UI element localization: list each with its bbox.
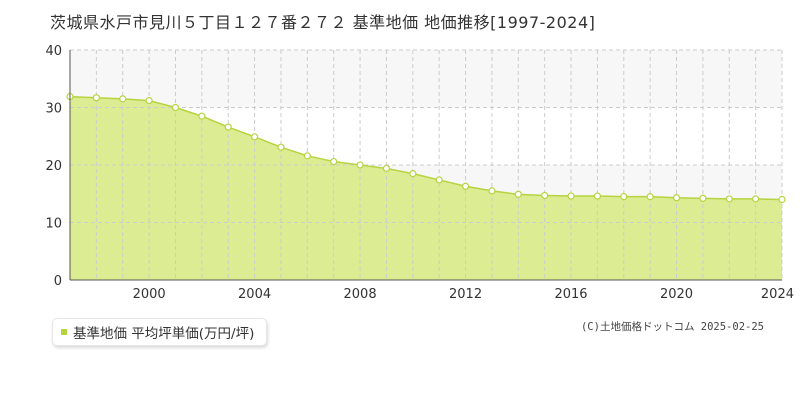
data-point — [699, 194, 707, 202]
y-tick-label: 20 — [45, 159, 62, 174]
data-point — [250, 133, 259, 141]
data-point — [567, 192, 575, 200]
data-point — [92, 94, 100, 102]
x-tick-label: 2024 — [761, 287, 794, 302]
data-point — [435, 176, 443, 184]
data-point — [620, 193, 628, 201]
x-tick-label: 2008 — [344, 287, 377, 302]
data-point — [119, 95, 127, 103]
y-tick-label: 30 — [45, 102, 62, 117]
y-tick-label: 10 — [45, 217, 62, 232]
data-point — [382, 164, 391, 173]
legend: 基準地価 平均坪単価(万円/坪) — [52, 318, 268, 346]
legend-label: 基準地価 平均坪単価(万円/坪) — [73, 326, 255, 342]
x-tick-label: 2012 — [449, 287, 482, 302]
data-point — [778, 195, 786, 204]
y-tick-label: 40 — [45, 44, 62, 59]
data-point — [198, 112, 206, 120]
x-tick-label: 2016 — [554, 287, 587, 302]
grid-band — [70, 50, 782, 108]
data-point — [224, 123, 232, 131]
data-point — [145, 96, 153, 105]
data-point — [488, 187, 496, 195]
chart-title: 茨城県水戸市見川５丁目１２７番２７２ 基準地価 地価推移[1997-2024] — [50, 13, 596, 32]
data-point — [672, 194, 681, 202]
area-fill — [70, 96, 782, 280]
data-point — [514, 190, 522, 198]
data-point — [593, 192, 602, 200]
data-point — [752, 195, 760, 203]
data-point — [303, 152, 311, 160]
data-point — [409, 170, 417, 178]
data-point — [646, 193, 654, 201]
data-point — [356, 161, 364, 169]
data-point — [171, 103, 180, 112]
x-tick-label: 2000 — [133, 287, 166, 302]
series-line — [69, 95, 783, 201]
x-tick-label: 2020 — [660, 287, 693, 302]
data-point — [461, 182, 470, 190]
data-point — [277, 143, 285, 151]
y-tick-label: 0 — [54, 274, 62, 289]
x-tick-label: 2004 — [238, 287, 271, 302]
copyright-notice: (C)土地価格ドットコム 2025-02-25 — [580, 321, 764, 333]
data-point — [330, 157, 338, 166]
data-point — [725, 195, 733, 203]
legend-swatch — [61, 329, 67, 335]
data-point — [541, 191, 549, 200]
